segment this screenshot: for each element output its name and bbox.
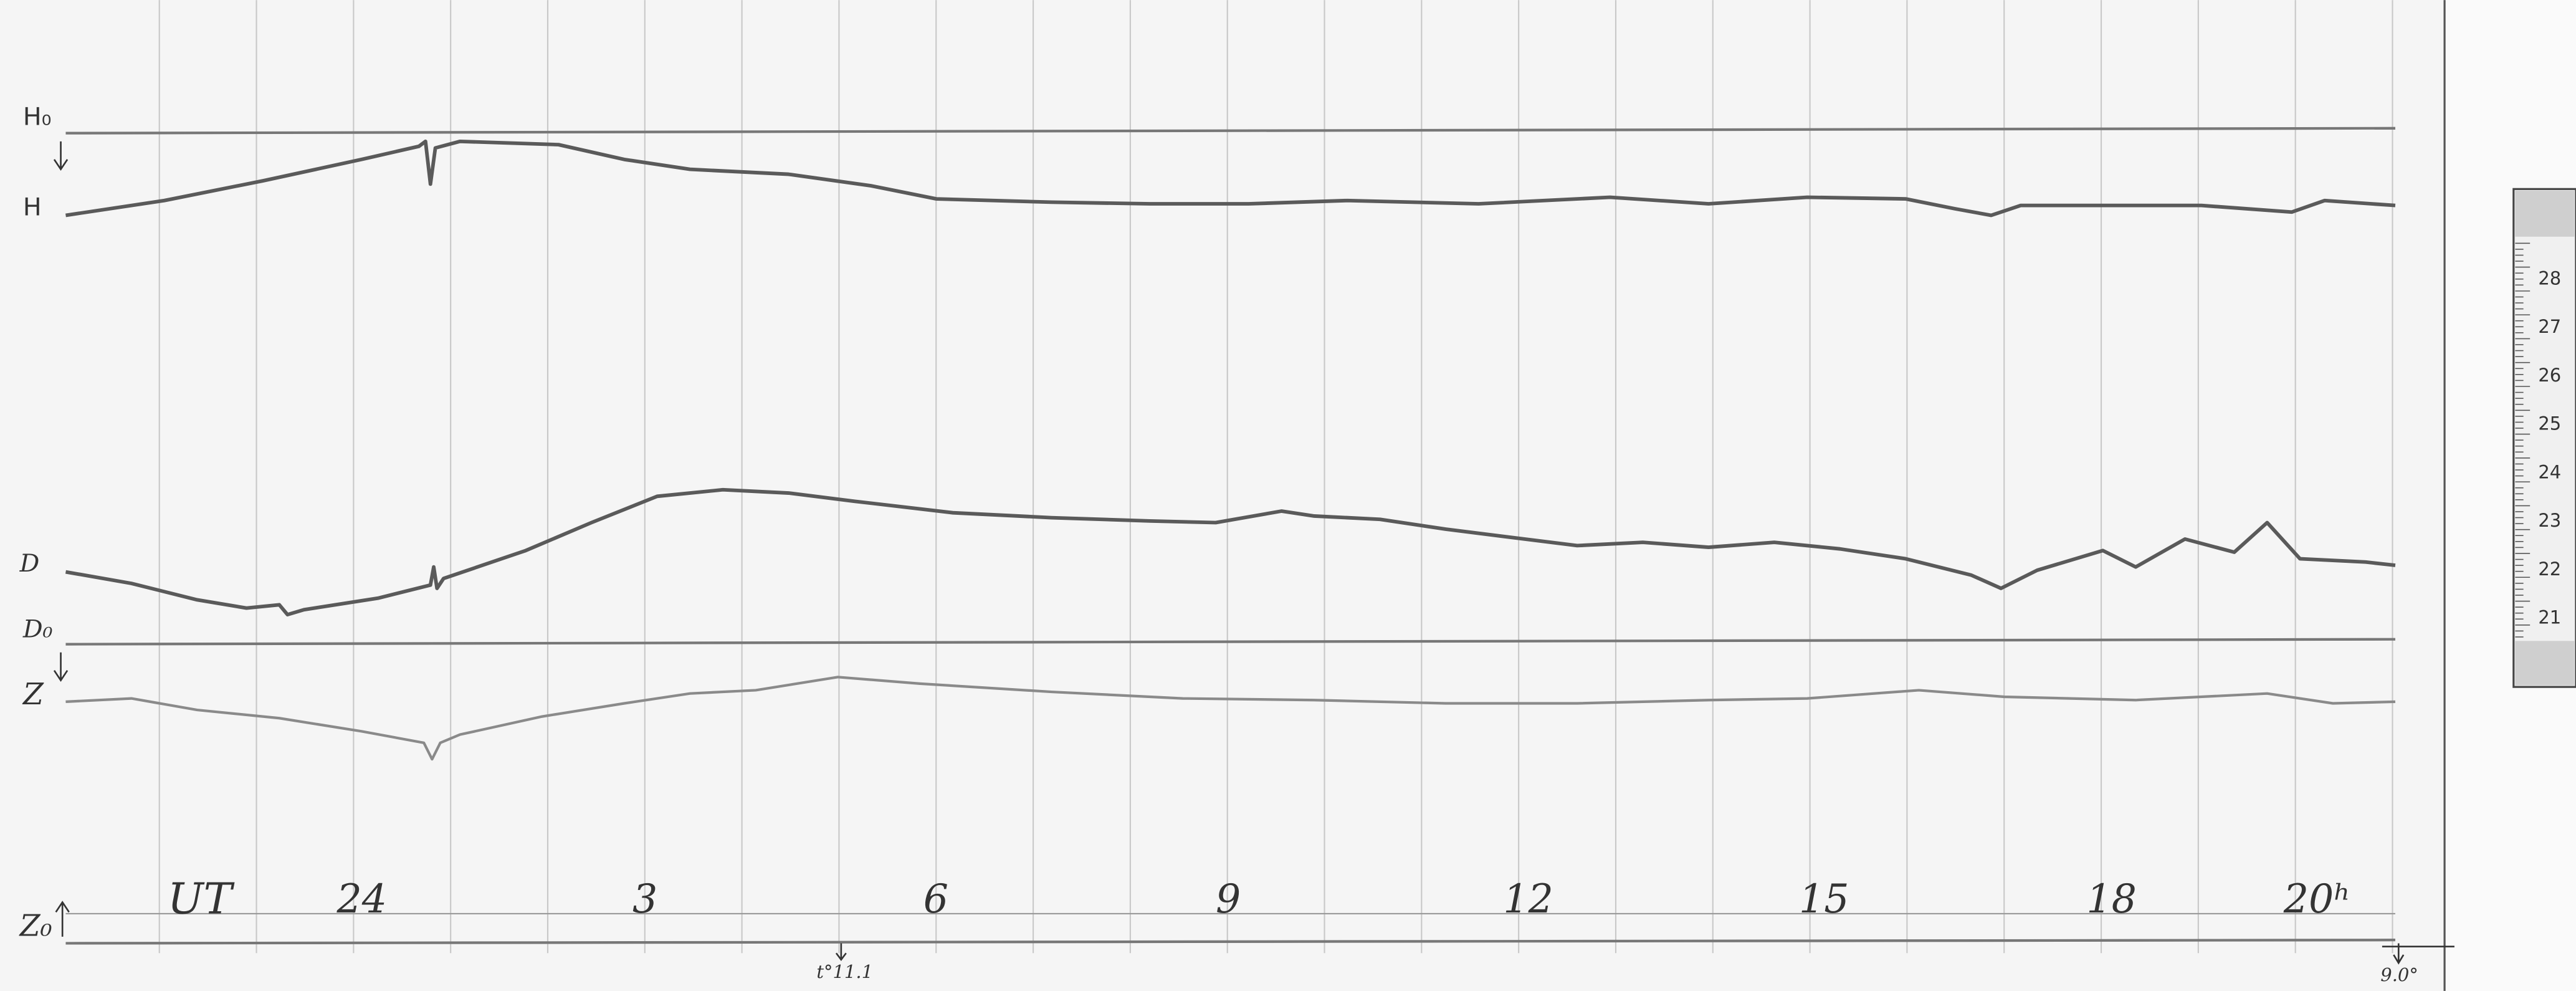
ruler-number: 21 — [2538, 607, 2561, 628]
ruler-number: 25 — [2538, 413, 2561, 434]
h0-baseline — [65, 127, 2395, 135]
hour-label: 18 — [2086, 876, 2137, 922]
z0-baseline — [65, 939, 2395, 945]
z-trace — [65, 676, 2396, 761]
ruler-number: 28 — [2538, 267, 2561, 289]
ruler-number: 26 — [2538, 365, 2561, 386]
arrow — [2393, 943, 2405, 965]
ruler-ticks: 28 27 26 25 24 23 22 21 — [2515, 242, 2561, 638]
d-trace — [65, 487, 2396, 617]
hour-label: 20ʰ — [2283, 876, 2351, 922]
ruler: 28 27 26 25 24 23 22 21 — [2512, 188, 2576, 688]
ut-label: UT — [168, 874, 235, 924]
grid — [158, 0, 2393, 954]
ruler-hatch — [2515, 190, 2575, 237]
h0-label: H₀ — [23, 102, 52, 131]
ruler-number: 23 — [2538, 510, 2561, 531]
d0-label: D₀ — [22, 615, 53, 644]
arrow — [835, 943, 847, 962]
z0-label: Z₀ — [19, 909, 52, 944]
ruler-number: 22 — [2538, 558, 2561, 580]
hour-labels: 24 3 6 9 12 15 18 20ʰ — [336, 876, 2350, 922]
h-trace — [65, 139, 2396, 218]
ruler-number: 24 — [2538, 461, 2561, 482]
ruler-hatch — [2515, 641, 2575, 686]
arrow — [55, 901, 70, 937]
d0-baseline — [65, 638, 2395, 646]
temperature-note: t°11.1 — [816, 961, 873, 982]
h-label: H — [23, 193, 42, 221]
z-label: Z — [22, 677, 44, 712]
arrow — [53, 141, 69, 171]
hour-label: 24 — [336, 876, 387, 922]
hour-label: 3 — [632, 876, 657, 922]
hour-label: 15 — [1799, 876, 1849, 922]
ruler-number: 27 — [2538, 316, 2561, 337]
hour-label: 6 — [923, 876, 948, 922]
ruler-strip — [2512, 188, 2576, 688]
arrow — [53, 652, 69, 682]
hour-label: 12 — [1503, 876, 1553, 922]
end-mark: 9.0° — [2380, 964, 2418, 985]
hour-label: 9 — [1216, 876, 1241, 922]
d-label: D — [19, 549, 40, 578]
